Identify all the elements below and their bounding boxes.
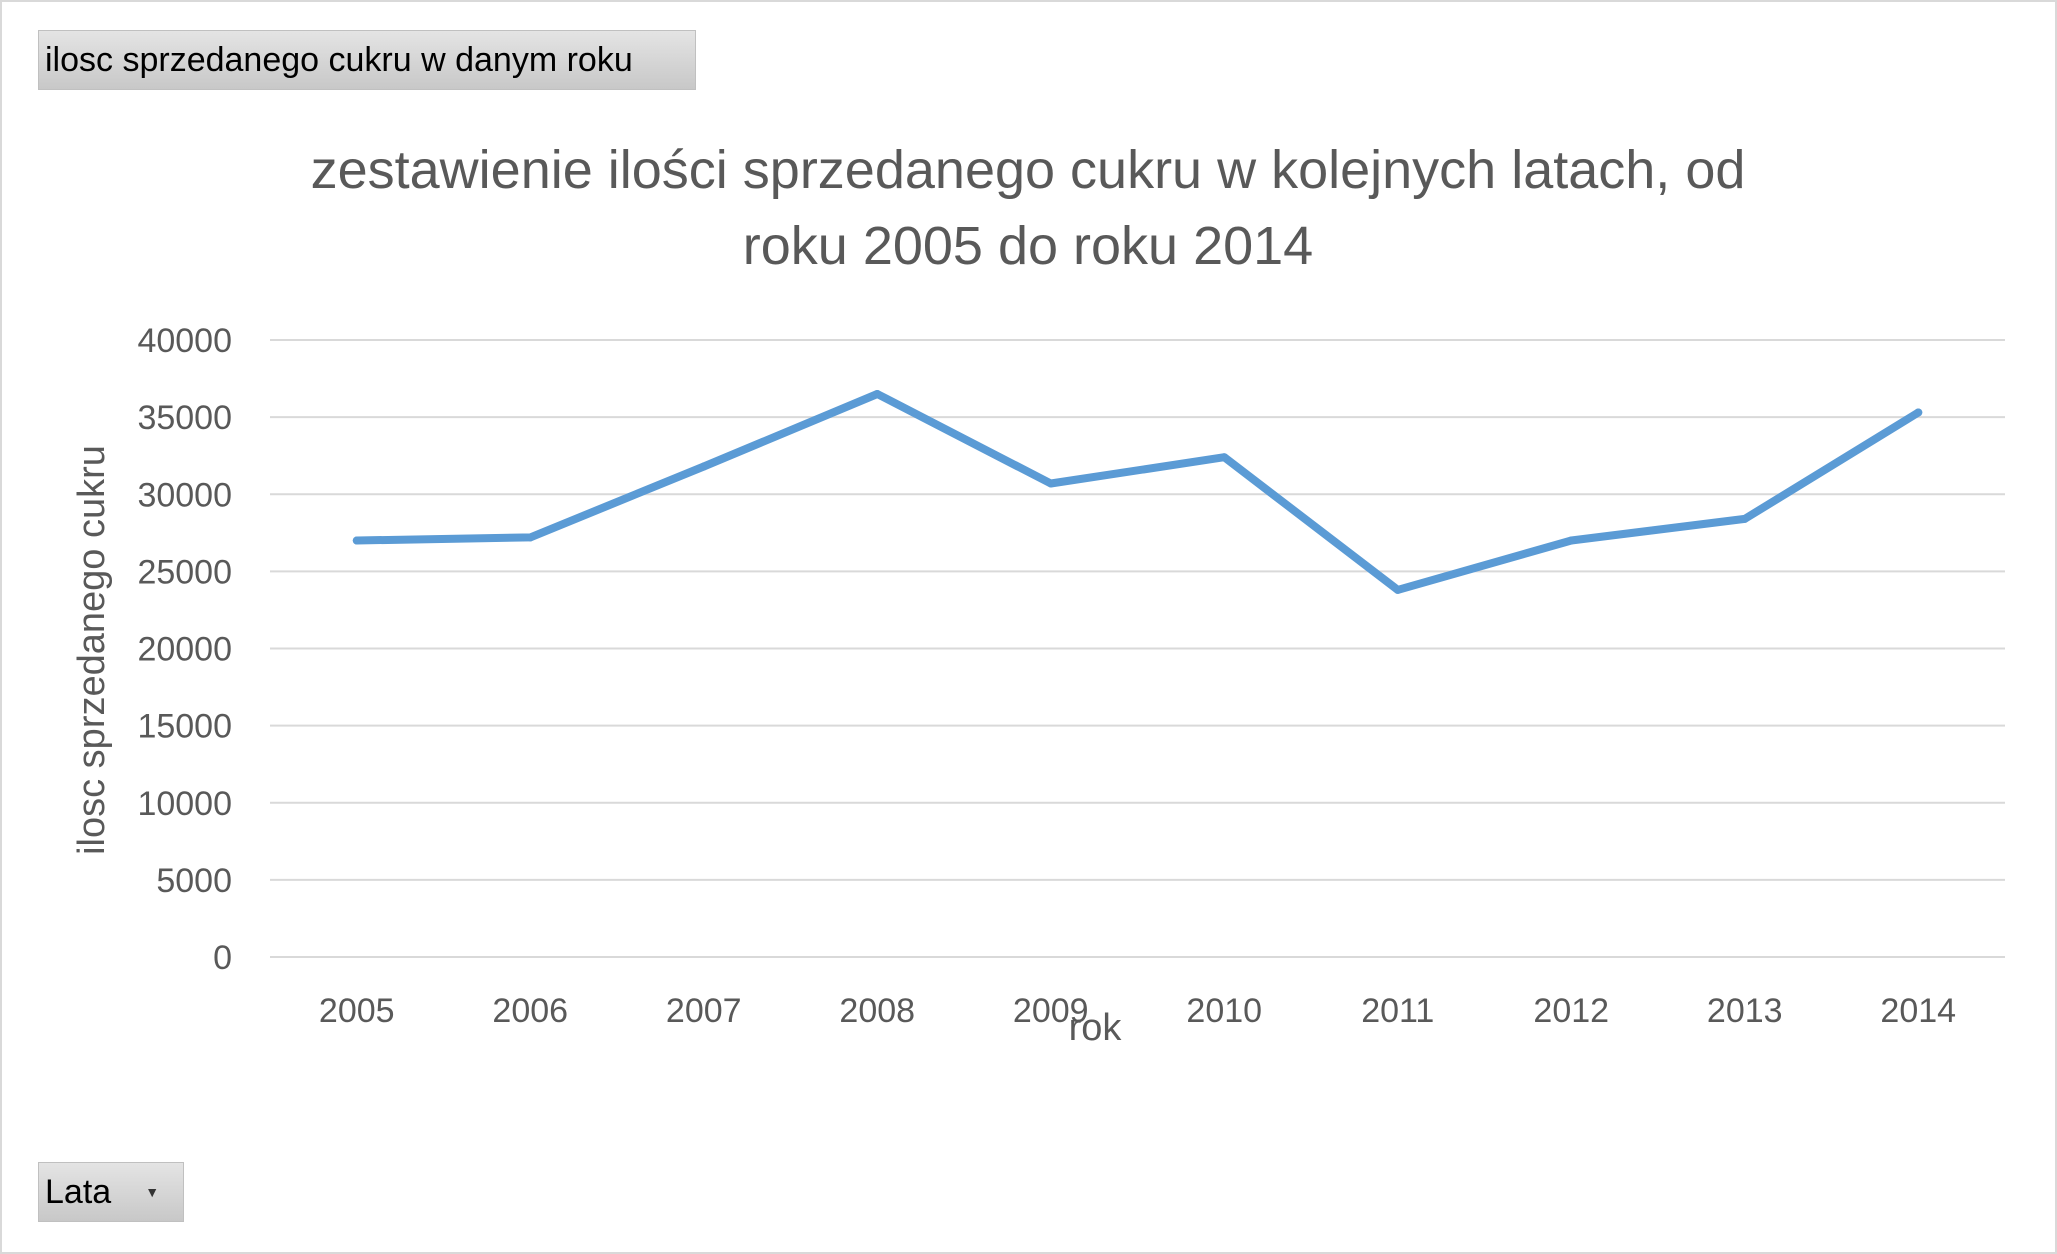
- x-axis-title: rok: [1069, 1007, 1123, 1049]
- chart-title-line-2: roku 2005 do roku 2014: [743, 216, 1313, 276]
- y-tick-label: 30000: [137, 476, 232, 514]
- x-tick-label: 2008: [839, 992, 915, 1030]
- data-point-2014[interactable]: [1914, 408, 1923, 417]
- data-point-2007[interactable]: [699, 462, 708, 471]
- y-tick-label: 35000: [137, 399, 232, 437]
- y-tick-label: 40000: [137, 322, 232, 360]
- x-tick-label: 2012: [1533, 992, 1609, 1030]
- dropdown-arrow-icon[interactable]: ▼: [145, 1184, 160, 1200]
- y-tick-label: 20000: [137, 631, 232, 669]
- data-point-2012[interactable]: [1567, 536, 1576, 545]
- value-field-label: ilosc sprzedanego cukru w danym roku: [45, 40, 633, 79]
- y-tick-label: 25000: [137, 553, 232, 591]
- axis-field-button[interactable]: Lata ▼: [38, 1162, 184, 1222]
- x-tick-label: 2009: [1013, 992, 1089, 1030]
- data-point-2013[interactable]: [1740, 514, 1749, 523]
- x-tick-label: 2006: [492, 992, 568, 1030]
- chart-title: zestawienie ilości sprzedanego cukru w k…: [311, 140, 1746, 276]
- data-point-2006[interactable]: [526, 533, 535, 542]
- gridlines: [270, 339, 2005, 958]
- chart-title-line-1: zestawienie ilości sprzedanego cukru w k…: [311, 140, 1746, 200]
- value-field-button[interactable]: ilosc sprzedanego cukru w danym roku: [38, 30, 696, 90]
- x-tick-label: 2007: [666, 992, 742, 1030]
- x-tick-label: 2014: [1880, 992, 1956, 1030]
- x-tick-label: 2013: [1707, 992, 1783, 1030]
- x-tick-label: 2010: [1186, 992, 1262, 1030]
- y-tick-label: 5000: [156, 862, 232, 900]
- data-point-2005[interactable]: [352, 536, 361, 545]
- data-point-2008[interactable]: [873, 389, 882, 398]
- series-group: [352, 389, 1923, 594]
- x-tick-label: 2011: [1361, 992, 1434, 1030]
- y-axis-title: ilosc sprzedanego cukru: [71, 445, 113, 855]
- series-line-0[interactable]: [352, 390, 1923, 594]
- y-tick-label: 0: [213, 939, 232, 977]
- x-tick-label: 2005: [319, 992, 395, 1030]
- data-point-2009[interactable]: [1046, 479, 1055, 488]
- axis-field-label: Lata: [45, 1172, 112, 1211]
- y-tick-label: 15000: [137, 708, 232, 746]
- data-point-2010[interactable]: [1220, 453, 1229, 462]
- y-tick-label: 10000: [137, 785, 232, 823]
- x-axis-ticks: 2005 2006 2007 2008 2009 2010 2011 2012 2013 2014: [319, 992, 1956, 1030]
- y-axis-ticks: 0 5000 10000 15000 20000 25000 30000 35000 40000: [137, 322, 232, 977]
- data-point-2011[interactable]: [1393, 585, 1402, 594]
